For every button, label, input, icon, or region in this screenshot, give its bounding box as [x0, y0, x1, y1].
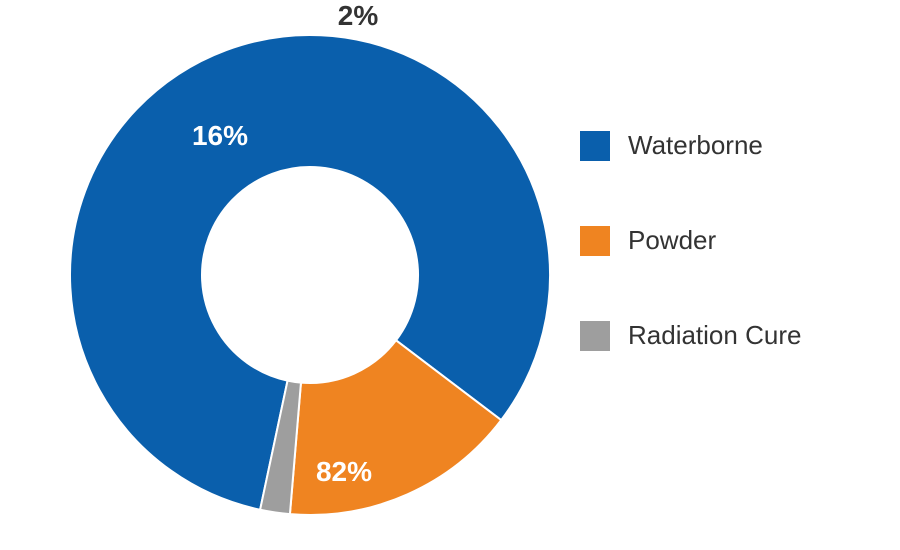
slice-label-waterborne: 82%	[316, 456, 372, 488]
donut-chart: 82%16%2%	[60, 20, 560, 520]
legend-swatch-powder	[580, 226, 610, 256]
legend-label-powder: Powder	[628, 225, 716, 256]
slice-label-radiation-cure: 2%	[338, 0, 378, 32]
legend: Waterborne Powder Radiation Cure	[580, 130, 801, 351]
donut-svg	[60, 20, 560, 520]
legend-item-radiation-cure: Radiation Cure	[580, 320, 801, 351]
slice-label-powder: 16%	[192, 120, 248, 152]
legend-swatch-waterborne	[580, 131, 610, 161]
legend-item-powder: Powder	[580, 225, 801, 256]
legend-label-radiation-cure: Radiation Cure	[628, 320, 801, 351]
legend-swatch-radiation-cure	[580, 321, 610, 351]
legend-item-waterborne: Waterborne	[580, 130, 801, 161]
legend-label-waterborne: Waterborne	[628, 130, 763, 161]
